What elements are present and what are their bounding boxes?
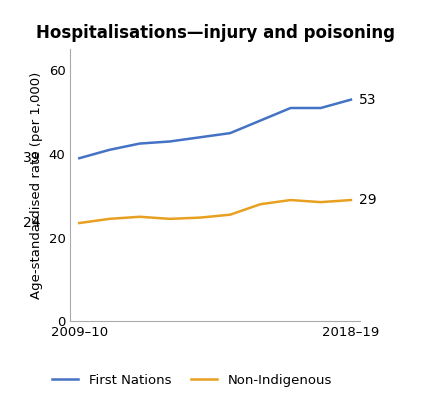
Non-Indigenous <box>77 220 82 225</box>
Non-Indigenous <box>318 200 323 205</box>
Line: Non-Indigenous: Non-Indigenous <box>79 200 350 223</box>
First Nations <box>257 118 262 123</box>
Text: 24: 24 <box>23 216 40 230</box>
First Nations <box>227 131 232 136</box>
Line: First Nations: First Nations <box>79 100 350 158</box>
First Nations <box>106 147 112 152</box>
First Nations <box>197 135 202 140</box>
First Nations <box>137 141 142 146</box>
First Nations <box>287 105 293 110</box>
Legend: First Nations, Non-Indigenous: First Nations, Non-Indigenous <box>46 369 337 392</box>
Non-Indigenous <box>167 216 172 221</box>
Non-Indigenous <box>137 214 142 219</box>
Non-Indigenous <box>106 216 112 221</box>
Non-Indigenous <box>347 198 353 203</box>
First Nations <box>347 97 353 102</box>
First Nations <box>318 105 323 110</box>
First Nations <box>167 139 172 144</box>
Text: 39: 39 <box>23 151 40 165</box>
Title: Hospitalisations—injury and poisoning: Hospitalisations—injury and poisoning <box>35 24 394 42</box>
First Nations <box>77 156 82 161</box>
Non-Indigenous <box>197 215 202 220</box>
Text: 29: 29 <box>358 193 376 207</box>
Non-Indigenous <box>287 198 293 203</box>
Non-Indigenous <box>257 202 262 207</box>
Text: 53: 53 <box>358 93 376 107</box>
Y-axis label: Age-standardised rate (per 1,000): Age-standardised rate (per 1,000) <box>30 72 43 299</box>
Non-Indigenous <box>227 212 232 217</box>
